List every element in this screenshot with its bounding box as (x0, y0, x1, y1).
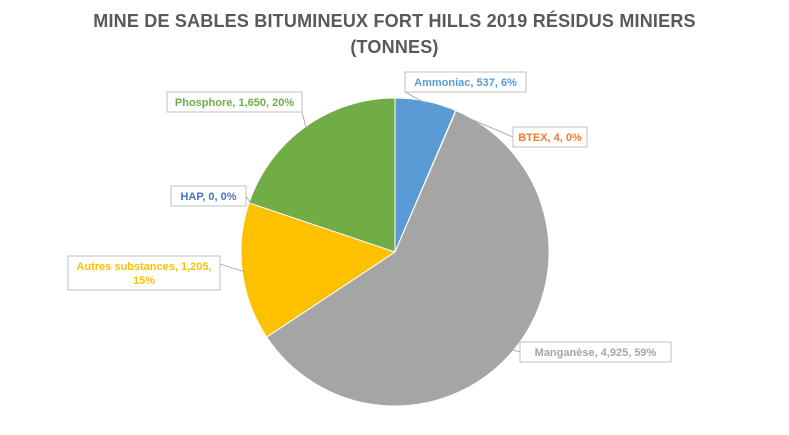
data-label-box-manganese (519, 341, 672, 363)
leader-line-phosphore (301, 111, 307, 129)
leader-line-autres-substances (219, 263, 245, 273)
data-label-hap: HAP, 0, 0% (180, 191, 236, 203)
data-label-ammoniac: Ammoniac, 537, 6% (414, 77, 517, 89)
data-label-manganese: Manganèse, 4,925, 59% (535, 347, 657, 359)
data-label-box-btex (512, 126, 588, 148)
data-label-phosphore: Phosphore, 1,650, 20% (175, 97, 294, 109)
pie-slice-manganese (265, 110, 550, 407)
pie-slices (240, 97, 550, 407)
data-label-autres-substances: Autres substances, 1,205, 15% (76, 261, 211, 287)
pie-slice-phosphore (248, 97, 396, 253)
leader-line-manganese (511, 349, 521, 353)
leader-lines (219, 91, 521, 353)
chart-title-line-2: (TONNES) (350, 37, 439, 57)
chart-title: MINE DE SABLES BITUMINEUX FORT HILLS 201… (0, 8, 789, 60)
leader-line-hap (245, 195, 252, 204)
leader-line-ammoniac (404, 91, 426, 104)
data-labels: Ammoniac, 537, 6% BTEX, 4, 0% Manganèse, 4… (67, 71, 672, 363)
leader-line-btex (454, 112, 514, 138)
data-label-box-autres-substances (67, 255, 221, 291)
data-label-btex: BTEX, 4, 0% (518, 132, 582, 144)
data-label-box-ammoniac (404, 71, 527, 93)
chart-title-line-1: MINE DE SABLES BITUMINEUX FORT HILLS 201… (93, 11, 696, 31)
data-label-box-phosphore (166, 91, 303, 113)
pie-slice-autres-substances (240, 202, 397, 338)
data-label-box-hap (170, 185, 247, 207)
